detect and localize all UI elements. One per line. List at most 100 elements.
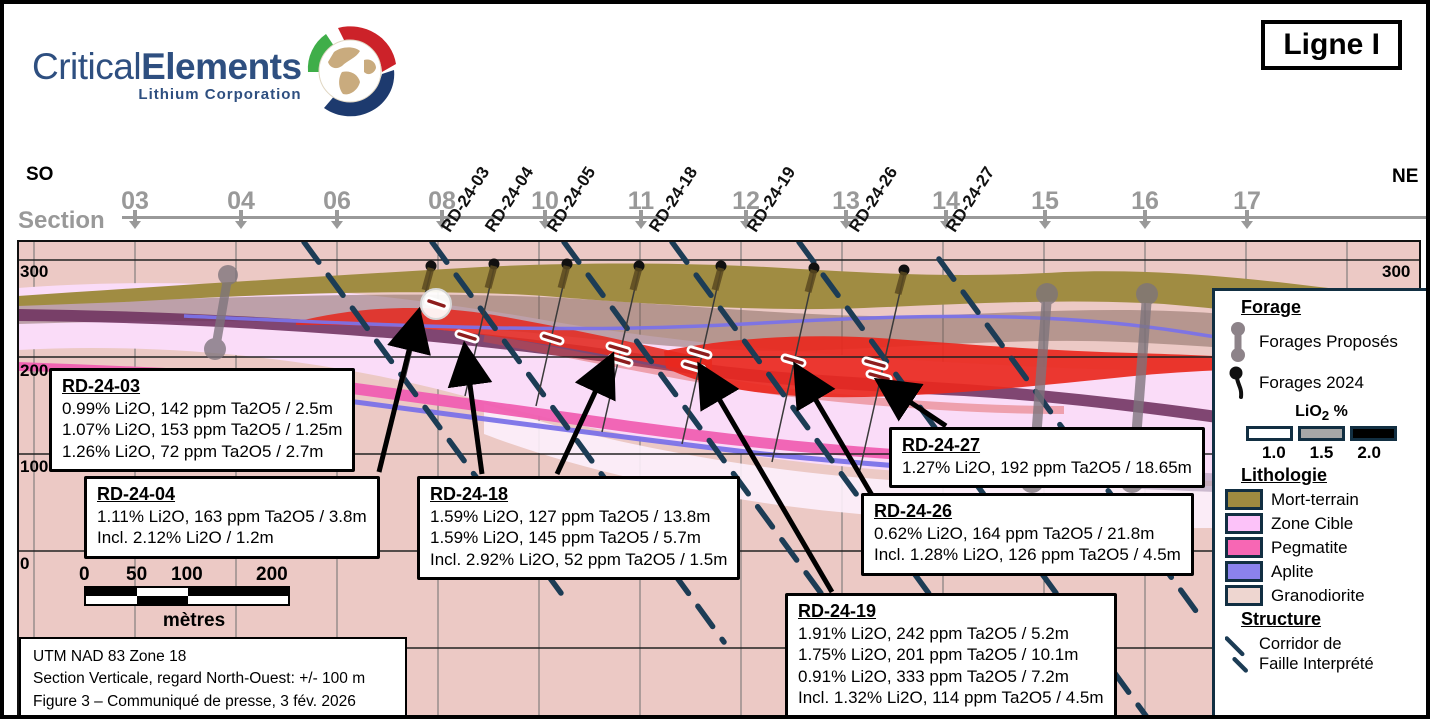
scale-bar-graphic [84,586,290,606]
annotation-title: RD-24-18 [430,484,509,504]
section-tick-arrow-icon [235,210,247,229]
section-tick-arrow-icon [635,210,647,229]
grade-scale-swatches [1225,426,1418,442]
assay-line: 0.99% Li2O, 142 ppm Ta2O5 / 2.5m [62,399,333,418]
annotation-box-rd-24-26: RD-24-26 0.62% Li2O, 164 ppm Ta2O5 / 21.… [861,493,1194,576]
assay-line: 1.27% Li2O, 192 ppm Ta2O5 / 18.65m [902,458,1192,477]
legend-item-proposed-drillhole: Forages Proposés [1225,321,1418,363]
assay-line: Incl. 1.28% Li2O, 126 ppm Ta2O5 / 4.5m [874,545,1181,565]
legend-item-aplite: Aplite [1225,561,1418,583]
legend-item-label: Aplite [1271,561,1314,581]
assay-line: 1.07% Li2O, 153 ppm Ta2O5 / 1.25m [62,420,343,440]
legend-item-label: Corridor de Faille Interprété [1259,634,1374,674]
purple-band [18,309,1239,426]
annotation-box-rd-24-03: RD-24-03 0.99% Li2O, 142 ppm Ta2O5 / 2.5… [49,368,356,472]
legend-item-fault-corridor: Corridor de Faille Interprété [1225,633,1418,675]
grade-value: 1.5 [1309,443,1334,463]
assay-line: 1.26% Li2O, 72 ppm Ta2O5 / 2.7m [62,441,324,461]
legend-structure-title: Structure [1241,609,1322,630]
section-axis-label: Section [18,207,105,234]
legend-item-label: Forages 2024 [1259,373,1364,392]
grade-value: 2.0 [1357,443,1381,463]
callout-arrows [376,306,948,594]
legend-item-mort-terrain: Mort-terrain [1225,489,1418,511]
scale-bar-ticks: 0 50 100 200 [74,564,314,586]
assay-line: 1.91% Li2O, 242 ppm Ta2O5 / 5.2m [798,624,1069,643]
scale-tick-label: 200 [256,564,288,585]
annotation-title: RD-24-27 [902,435,981,455]
section-tick-arrow-icon [940,210,952,229]
legend-item-label: Pegmatite [1271,537,1348,557]
scale-bar-unit: mètres [162,610,226,631]
company-subtitle: Lithium Corporation [138,86,302,103]
grade-swatch-1.0 [1246,426,1293,442]
legend-forage-title: Forage [1241,297,1302,317]
legend: Forage Forages Proposés Forages 2024 LiO… [1212,288,1426,715]
elevation-label: 200 [20,361,49,380]
scale-bar: 0 50 100 200 mètres [74,564,314,632]
annotation-box-rd-24-04: RD-24-04 1.11% Li2O, 163 ppm Ta2O5 / 3.8… [84,476,380,559]
section-tick-arrow-icon [539,210,551,229]
annotation-title: RD-24-26 [874,501,953,521]
pegmatite-swatch [1225,537,1263,559]
elevation-label: 300 [20,262,49,281]
section-tick-arrow-icon [1241,210,1253,229]
assay-line: 0.91% Li2O, 333 ppm Ta2O5 / 7.2m [798,666,1069,686]
section-tick-arrow-icon [129,210,141,229]
section-axis-line [122,216,1426,219]
scale-tick-label: 50 [126,564,148,585]
logo-critical-text: Critical [32,46,142,87]
assay-line: 0.62% Li2O, 164 ppm Ta2O5 / 21.8m [874,524,1155,543]
legend-item-drillhole-2024: Forages 2024 [1225,366,1418,400]
assay-line: 1.11% Li2O, 163 ppm Ta2O5 / 3.8m [97,507,367,526]
fault-corridor-icon [1225,633,1251,675]
mort-terrain-layer [18,263,1420,336]
legend-item-zone-cible: Zone Cible [1225,513,1418,535]
elevation-label: 0 [20,554,30,573]
legend-item-pegmatite: Pegmatite [1225,537,1418,559]
annotation-box-rd-24-18: RD-24-18 1.59% Li2O, 127 ppm Ta2O5 / 13.… [417,476,741,580]
legend-item-label: Forages Proposés [1259,332,1398,351]
assay-line: 1.75% Li2O, 201 ppm Ta2O5 / 10.1m [798,645,1079,665]
legend-lithologie-title: Lithologie [1241,465,1327,486]
zone-cible-swatch [1225,513,1263,535]
company-logo: CriticalElements Lithium Corporation [32,46,302,103]
aplite-swatch [1225,561,1263,583]
section-tick-arrow-icon [331,210,343,229]
info-line: Figure 3 – Communiqué de presse, 3 fév. … [33,692,356,710]
section-tick-arrow-icon [840,210,852,229]
grade-swatch-1.5 [1298,426,1345,442]
annotation-title: RD-24-19 [798,601,877,621]
globe-icon [307,26,396,117]
annotation-box-rd-24-19: RD-24-19 1.91% Li2O, 242 ppm Ta2O5 / 5.2… [785,593,1117,715]
grade-scale-values: 1.0 1.5 2.0 [1225,443,1418,463]
legend-item-label: Granodiorite [1271,585,1365,605]
grade-swatch-2.0 [1350,426,1397,442]
scale-tick-label: 100 [171,564,203,585]
logo-elements-text: Elements [141,46,302,87]
section-tick-arrow-icon [1139,210,1151,229]
map-info-box: UTM NAD 83 Zone 18 Section Verticale, re… [19,637,407,715]
granodiorite-swatch [1225,585,1263,607]
scale-tick-label: 0 [79,564,90,585]
info-line: UTM NAD 83 Zone 18 [33,648,187,665]
assay-line: Incl. 1.32% Li2O, 114 ppm Ta2O5 / 4.5m [798,687,1104,707]
drillhole-2024-icon [1225,366,1251,400]
assay-line: 1.59% Li2O, 127 ppm Ta2O5 / 13.8m [430,507,711,526]
info-line: Section Verticale, regard North-Ouest: +… [33,670,366,688]
grade-value: 1.0 [1262,443,1286,463]
line-label-box: Ligne I [1261,20,1402,70]
elevation-label: 300 [1382,262,1411,281]
grade-scale-title: LiO2 % [1295,403,1348,424]
section-tick-arrow-icon [740,210,752,229]
company-name: CriticalElements [32,46,302,88]
assay-line: Incl. 2.12% Li2O / 1.2m [97,528,274,548]
annotation-title: RD-24-04 [97,484,176,504]
annotation-title: RD-24-03 [62,376,141,396]
proposed-drillhole-icon [1225,321,1251,363]
legend-item-label: Mort-terrain [1271,489,1359,509]
assay-line: 1.59% Li2O, 145 ppm Ta2O5 / 5.7m [430,528,701,548]
orientation-left-label: SO [26,164,54,185]
legend-item-label: Zone Cible [1271,513,1354,533]
